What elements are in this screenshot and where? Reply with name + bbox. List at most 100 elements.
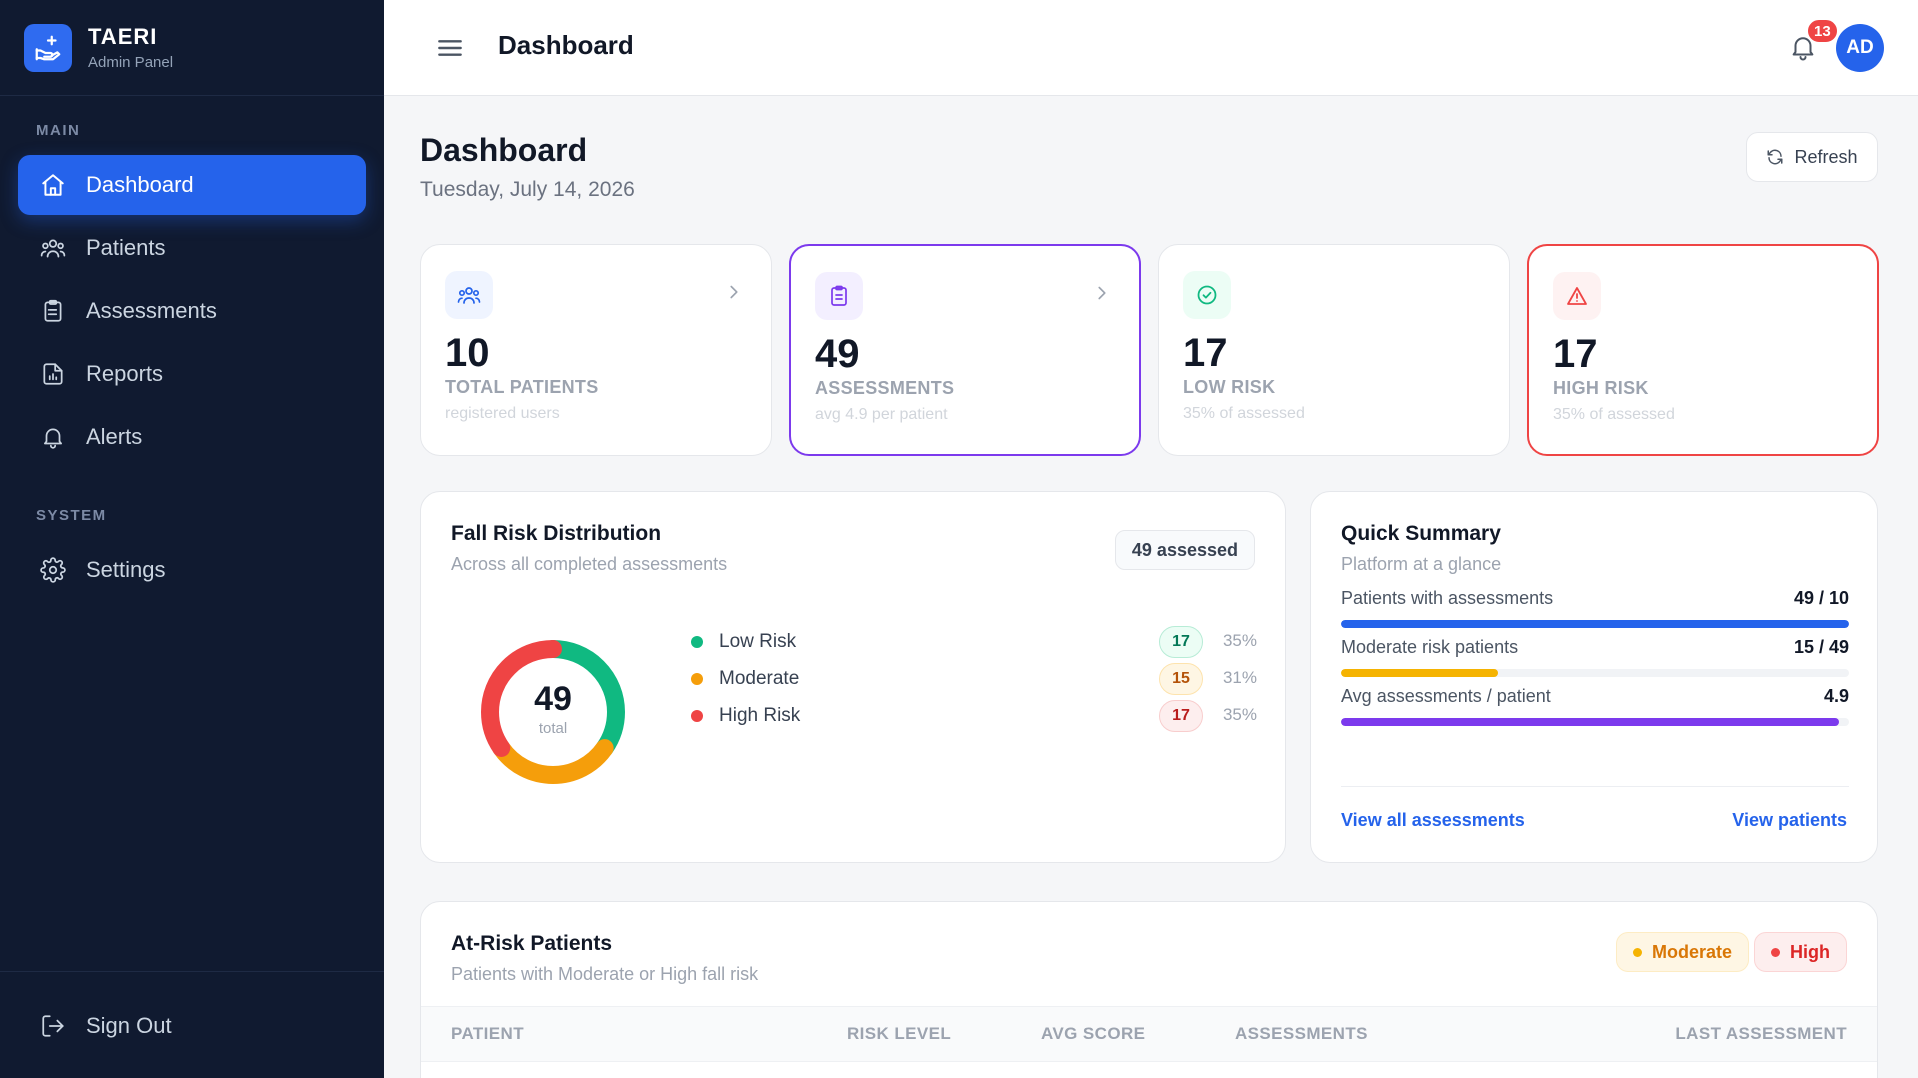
chevron-right-icon xyxy=(723,281,745,303)
column-header-avg-score[interactable]: AVG SCORE xyxy=(1041,1024,1146,1043)
sidebar-item-label: Settings xyxy=(86,557,166,582)
stat-label: HIGH RISK xyxy=(1553,378,1649,398)
summary-value: 4.9 xyxy=(1823,686,1849,706)
card-subtitle: Patients with Moderate or High fall risk xyxy=(451,964,759,984)
status-dot xyxy=(1771,947,1780,957)
legend-count-badge: 17 xyxy=(1159,626,1203,658)
user-avatar[interactable]: AD xyxy=(1836,24,1884,72)
refresh-button[interactable]: Refresh xyxy=(1746,132,1878,182)
sidebar-item-patients[interactable]: Patients xyxy=(18,218,366,278)
donut-total: 49 xyxy=(534,680,572,718)
stat-card-total-patients[interactable]: 10 TOTAL PATIENTS registered users xyxy=(420,244,772,456)
progress-track xyxy=(1341,620,1849,628)
notifications-bell-icon[interactable] xyxy=(1788,32,1820,64)
sidebar-item-alerts[interactable]: Alerts xyxy=(18,407,366,467)
sidebar-item-label: Reports xyxy=(86,361,164,386)
card-title: At-Risk Patients xyxy=(451,932,613,955)
brand-subtitle: Admin Panel xyxy=(88,54,174,71)
chevron-right-icon xyxy=(1091,282,1113,304)
header-title: Dashboard xyxy=(498,30,634,60)
gear-icon xyxy=(38,555,68,585)
summary-value: 15 / 49 xyxy=(1793,637,1849,657)
filter-label: High xyxy=(1790,941,1830,962)
card-subtitle: Across all completed assessments xyxy=(451,554,728,574)
stat-value: 17 xyxy=(1553,332,1598,376)
stat-label: ASSESSMENTS xyxy=(815,378,955,398)
page-title: Dashboard xyxy=(420,132,588,168)
page-date: Tuesday, July 14, 2026 xyxy=(420,178,635,201)
signout-label: Sign Out xyxy=(86,1013,172,1038)
clipboard-icon xyxy=(38,296,68,326)
card-title: Quick Summary xyxy=(1341,522,1501,545)
fall-risk-distribution-card: Fall Risk Distribution Across all comple… xyxy=(420,491,1286,863)
card-subtitle: Platform at a glance xyxy=(1341,554,1502,574)
legend-count-badge: 15 xyxy=(1159,663,1203,695)
stat-subtext: registered users xyxy=(445,405,560,422)
card-title: Fall Risk Distribution xyxy=(451,522,662,545)
progress-fill xyxy=(1341,620,1849,628)
sidebar-item-label: Patients xyxy=(86,235,166,260)
legend-dot xyxy=(691,673,703,685)
donut-segment-high-risk xyxy=(481,640,625,784)
legend-percent: 31% xyxy=(1222,668,1257,687)
brand: TAERI Admin Panel xyxy=(0,0,384,96)
summary-label: Avg assessments / patient xyxy=(1341,686,1551,706)
legend-dot xyxy=(691,710,703,722)
column-header-risk-level[interactable]: RISK LEVEL xyxy=(847,1024,952,1043)
signout-button[interactable]: Sign Out xyxy=(18,996,366,1056)
home-icon xyxy=(38,170,68,200)
progress-track xyxy=(1341,669,1849,677)
hamburger-menu-icon[interactable] xyxy=(434,32,466,64)
stat-value: 49 xyxy=(815,332,860,376)
top-bar: Dashboard 13 AD xyxy=(384,0,1918,96)
view-patients-link[interactable]: View patients xyxy=(1732,810,1847,830)
legend-percent: 35% xyxy=(1222,705,1257,724)
legend-label: High Risk xyxy=(719,705,801,726)
divider xyxy=(1341,786,1849,787)
stat-value: 17 xyxy=(1183,331,1228,375)
main-nav: Dashboard Patients Assessments Reports A… xyxy=(0,155,384,467)
bell-icon xyxy=(38,422,68,452)
sidebar: TAERI Admin Panel MAIN Dashboard Patient… xyxy=(0,0,384,1078)
stat-card-assessments[interactable]: 49 ASSESSMENTS avg 4.9 per patient xyxy=(789,244,1141,456)
main-content: Dashboard Tuesday, July 14, 2026 Refresh… xyxy=(384,96,1918,1078)
logout-icon xyxy=(38,1011,68,1041)
stat-label: LOW RISK xyxy=(1183,377,1276,397)
legend-label: Low Risk xyxy=(719,631,797,652)
sidebar-item-label: Dashboard xyxy=(86,172,194,197)
at-risk-patients-card: At-Risk Patients Patients with Moderate … xyxy=(420,901,1878,1078)
sidebar-item-reports[interactable]: Reports xyxy=(18,344,366,404)
stat-subtext: 35% of assessed xyxy=(1183,405,1305,422)
refresh-label: Refresh xyxy=(1794,146,1858,167)
legend-dot xyxy=(691,636,703,648)
progress-fill xyxy=(1341,718,1839,726)
clipboard-icon xyxy=(815,272,863,320)
legend-percent: 35% xyxy=(1222,631,1257,650)
sidebar-item-dashboard[interactable]: Dashboard xyxy=(18,155,366,215)
users-icon xyxy=(445,271,493,319)
legend-count-badge: 17 xyxy=(1159,700,1203,732)
legend-row-high-risk: High Risk 17 35% xyxy=(691,696,1257,736)
column-header-patient[interactable]: PATIENT xyxy=(451,1024,524,1043)
stat-subtext: 35% of assessed xyxy=(1553,406,1675,423)
column-header-last-assessment[interactable]: LAST ASSESSMENT xyxy=(1675,1024,1847,1043)
notification-count-badge: 13 xyxy=(1806,18,1839,44)
sidebar-item-label: Alerts xyxy=(86,424,143,449)
progress-fill xyxy=(1341,669,1499,677)
stat-label: TOTAL PATIENTS xyxy=(445,377,599,397)
sidebar-item-assessments[interactable]: Assessments xyxy=(18,281,366,341)
hand-plus-logo-icon xyxy=(24,23,72,72)
check-circle-icon xyxy=(1183,271,1231,319)
stat-card-low-risk: 17 LOW RISK 35% of assessed xyxy=(1158,244,1510,456)
filter-moderate-chip[interactable]: Moderate xyxy=(1615,932,1749,972)
quick-summary-card: Quick Summary Platform at a glance Patie… xyxy=(1310,491,1878,863)
filter-high-chip[interactable]: High xyxy=(1754,932,1847,972)
column-header-assessments[interactable]: ASSESSMENTS xyxy=(1235,1024,1368,1043)
stat-subtext: avg 4.9 per patient xyxy=(815,406,948,423)
sidebar-item-label: Assessments xyxy=(86,298,217,323)
report-icon xyxy=(38,359,68,389)
risk-donut-chart xyxy=(481,640,625,784)
assessed-count-badge: 49 assessed xyxy=(1114,530,1255,570)
sidebar-item-settings[interactable]: Settings xyxy=(18,540,366,600)
view-all-assessments-link[interactable]: View all assessments xyxy=(1341,810,1525,830)
